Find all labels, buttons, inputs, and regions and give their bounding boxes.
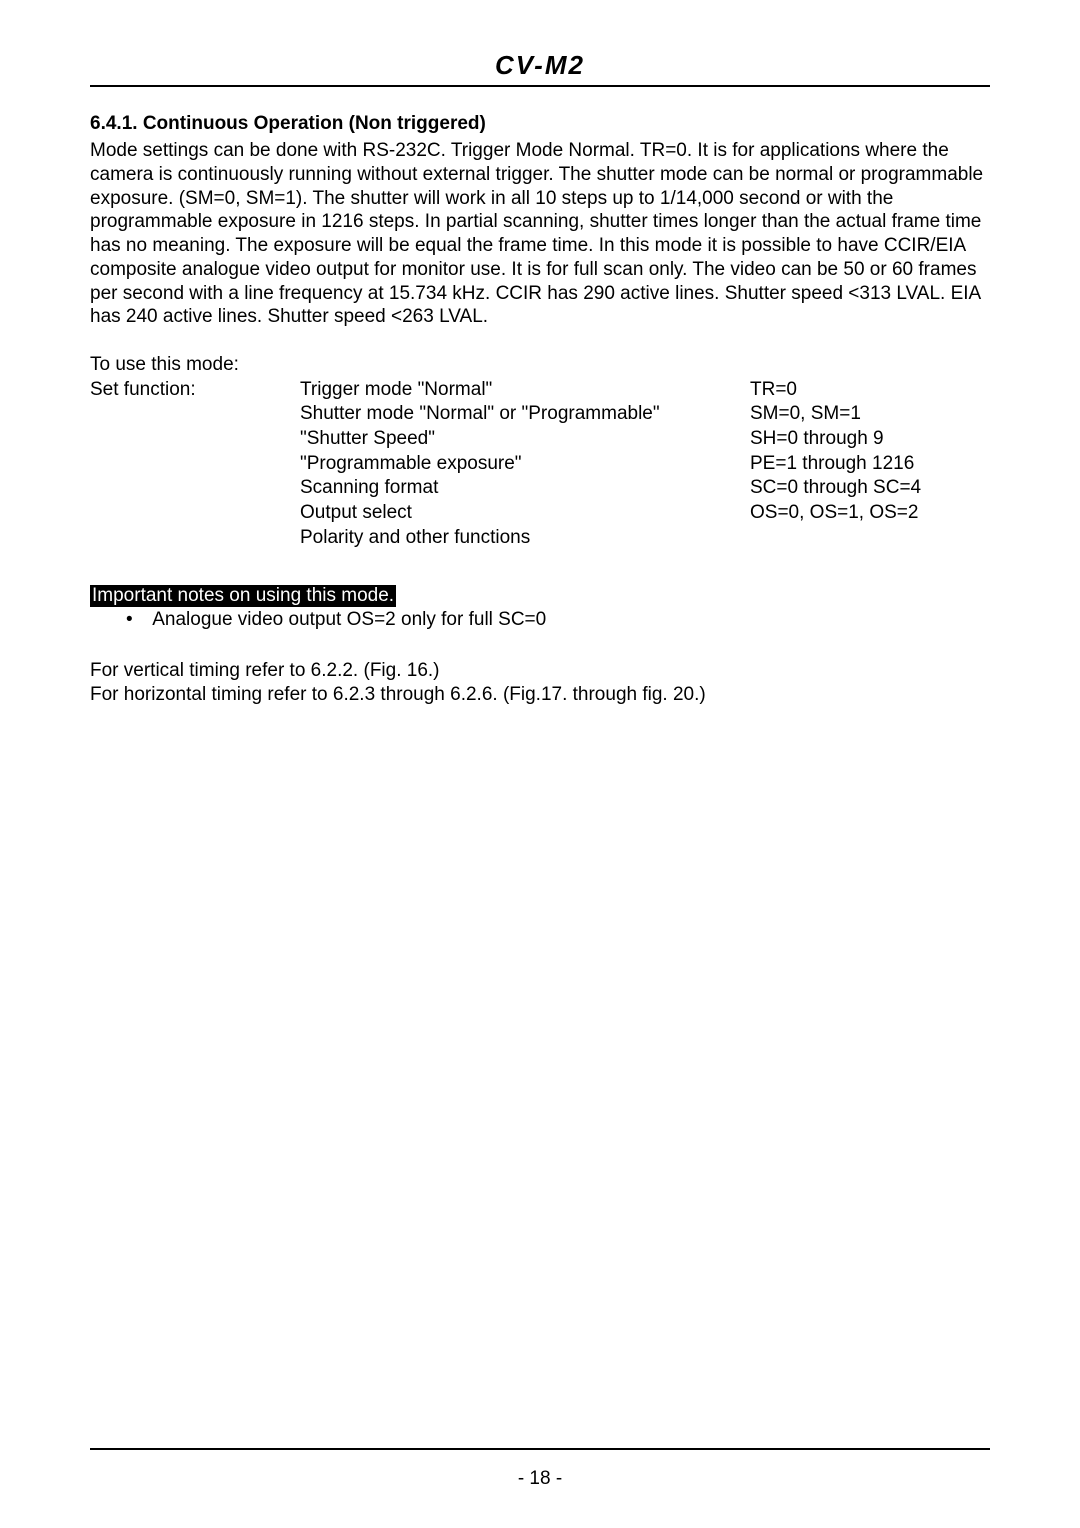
mode-mid: Output select (300, 501, 750, 526)
bullet-dot-icon: • (126, 609, 148, 631)
mode-block: To use this mode: Set function: Trigger … (90, 353, 990, 551)
page-header: CV-M2 (90, 50, 990, 81)
mode-row: Shutter mode "Normal" or "Programmable" … (90, 402, 990, 427)
bullet-text: Analogue video output OS=2 only for full… (152, 609, 546, 630)
important-block: Important notes on using this mode. (90, 579, 990, 607)
mode-row: Polarity and other functions (90, 526, 990, 551)
mode-right: SH=0 through 9 (750, 427, 884, 452)
mode-mid: Trigger mode "Normal" (300, 378, 750, 403)
ref-line-1: For vertical timing refer to 6.2.2. (Fig… (90, 659, 990, 684)
mode-label-empty (90, 452, 300, 477)
mode-row: Output select OS=0, OS=1, OS=2 (90, 501, 990, 526)
mode-right: SC=0 through SC=4 (750, 476, 921, 501)
mode-row: Set function: Trigger mode "Normal" TR=0 (90, 378, 990, 403)
mode-mid: "Shutter Speed" (300, 427, 750, 452)
section-body: Mode settings can be done with RS-232C. … (90, 139, 990, 329)
mode-mid: Scanning format (300, 476, 750, 501)
mode-label-empty (90, 476, 300, 501)
mode-right: PE=1 through 1216 (750, 452, 914, 477)
mode-mid: "Programmable exposure" (300, 452, 750, 477)
mode-right: SM=0, SM=1 (750, 402, 861, 427)
page-number: - 18 - (0, 1468, 1080, 1490)
mode-label: Set function: (90, 378, 300, 403)
mode-row: "Programmable exposure" PE=1 through 121… (90, 452, 990, 477)
mode-right: OS=0, OS=1, OS=2 (750, 501, 918, 526)
mode-label-empty (90, 501, 300, 526)
bullet-row: • Analogue video output OS=2 only for fu… (126, 609, 990, 631)
mode-label-empty (90, 427, 300, 452)
header-rule (90, 85, 990, 87)
header-title: CV-M2 (495, 50, 585, 80)
mode-label-empty (90, 526, 300, 551)
mode-mid: Shutter mode "Normal" or "Programmable" (300, 402, 750, 427)
mode-row: "Shutter Speed" SH=0 through 9 (90, 427, 990, 452)
important-label: Important notes on using this mode. (90, 585, 396, 607)
footer-rule (90, 1448, 990, 1450)
section-heading: 6.4.1. Continuous Operation (Non trigger… (90, 113, 990, 135)
mode-mid: Polarity and other functions (300, 526, 750, 551)
ref-line-2: For horizontal timing refer to 6.2.3 thr… (90, 683, 990, 708)
reference-block: For vertical timing refer to 6.2.2. (Fig… (90, 659, 990, 708)
mode-intro: To use this mode: (90, 353, 990, 378)
mode-label-empty (90, 402, 300, 427)
mode-row: Scanning format SC=0 through SC=4 (90, 476, 990, 501)
mode-right: TR=0 (750, 378, 797, 403)
